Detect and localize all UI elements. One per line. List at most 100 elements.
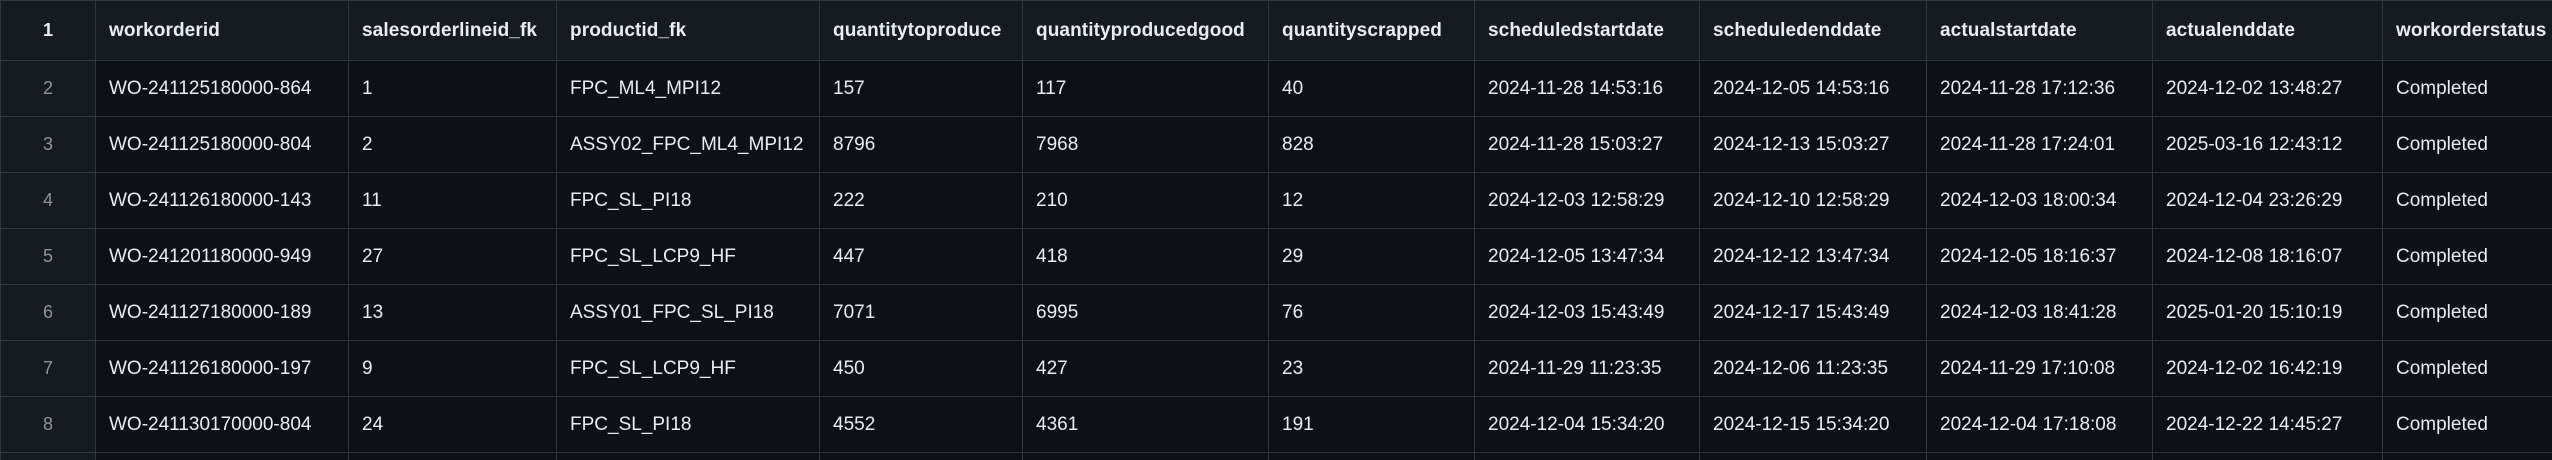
cell-workorderid[interactable] [95,452,349,460]
cell-scheduledenddate[interactable]: 2024-12-15 15:34:20 [1699,396,1927,453]
cell-salesorderlineid-fk[interactable]: 27 [348,228,557,285]
cell-scheduledstartdate[interactable]: 2024-12-03 12:58:29 [1474,172,1700,229]
column-header-actualenddate[interactable]: actualenddate [2152,0,2383,61]
table-row[interactable]: 6 WO-241127180000-189 13 ASSY01_FPC_SL_PI18… [0,284,2552,341]
cell-quantityscrapped[interactable]: 76 [1268,284,1475,341]
column-header-actualstartdate[interactable]: actualstartdate [1926,0,2153,61]
cell-quantityscrapped[interactable]: 191 [1268,396,1475,453]
cell-actualstartdate[interactable]: 2024-12-05 18:16:37 [1926,228,2153,285]
cell-quantitytoproduce[interactable] [819,452,1023,460]
table-row[interactable]: 7 WO-241126180000-197 9 FPC_SL_LCP9_HF 450 42… [0,340,2552,397]
cell-workorderstatus[interactable]: Completed [2382,60,2552,117]
cell-salesorderlineid-fk[interactable]: 1 [348,60,557,117]
cell-quantityproducedgood[interactable]: 117 [1022,60,1269,117]
cell-salesorderlineid-fk[interactable]: 2 [348,116,557,173]
cell-scheduledstartdate[interactable]: 2024-11-29 11:23:35 [1474,340,1700,397]
row-number[interactable]: 7 [0,340,96,397]
cell-productid-fk[interactable]: FPC_ML4_MPI12 [556,60,820,117]
cell-quantityproducedgood[interactable]: 7968 [1022,116,1269,173]
cell-scheduledenddate[interactable]: 2024-12-12 13:47:34 [1699,228,1927,285]
column-header-quantityproducedgood[interactable]: quantityproducedgood [1022,0,1269,61]
column-header-workorderstatus[interactable]: workorderstatus [2382,0,2552,61]
column-header-workorderid[interactable]: workorderid [95,0,349,61]
cell-quantityscrapped[interactable]: 828 [1268,116,1475,173]
corner-row-number[interactable]: 1 [0,0,96,61]
cell-salesorderlineid-fk[interactable]: 9 [348,340,557,397]
cell-productid-fk[interactable]: FPC_SL_LCP9_HF [556,228,820,285]
cell-actualenddate[interactable]: 2025-03-16 12:43:12 [2152,116,2383,173]
cell-scheduledenddate[interactable] [1699,452,1927,460]
row-number[interactable]: 6 [0,284,96,341]
row-number[interactable] [0,452,96,460]
cell-productid-fk[interactable]: FPC_SL_PI18 [556,172,820,229]
cell-workorderstatus[interactable]: Completed [2382,396,2552,453]
cell-quantitytoproduce[interactable]: 4552 [819,396,1023,453]
cell-scheduledenddate[interactable]: 2024-12-17 15:43:49 [1699,284,1927,341]
row-number[interactable]: 2 [0,60,96,117]
table-row[interactable]: 3 WO-241125180000-804 2 ASSY02_FPC_ML4_MPI1… [0,116,2552,173]
cell-scheduledstartdate[interactable]: 2024-12-03 15:43:49 [1474,284,1700,341]
cell-quantityscrapped[interactable]: 12 [1268,172,1475,229]
row-number[interactable]: 5 [0,228,96,285]
cell-quantityscrapped[interactable]: 29 [1268,228,1475,285]
row-number[interactable]: 8 [0,396,96,453]
cell-productid-fk[interactable] [556,452,820,460]
table-row[interactable]: 2 WO-241125180000-864 1 FPC_ML4_MPI12 157 117… [0,60,2552,117]
column-header-quantitytoproduce[interactable]: quantitytoproduce [819,0,1023,61]
cell-quantityproducedgood[interactable]: 427 [1022,340,1269,397]
cell-actualstartdate[interactable]: 2024-11-29 17:10:08 [1926,340,2153,397]
cell-workorderid[interactable]: WO-241126180000-143 [95,172,349,229]
cell-workorderid[interactable]: WO-241125180000-804 [95,116,349,173]
cell-actualstartdate[interactable]: 2024-12-03 18:00:34 [1926,172,2153,229]
cell-scheduledenddate[interactable]: 2024-12-10 12:58:29 [1699,172,1927,229]
cell-quantitytoproduce[interactable]: 450 [819,340,1023,397]
cell-salesorderlineid-fk[interactable]: 24 [348,396,557,453]
cell-quantityproducedgood[interactable]: 6995 [1022,284,1269,341]
cell-salesorderlineid-fk[interactable]: 11 [348,172,557,229]
cell-workorderstatus[interactable] [2382,452,2552,460]
cell-actualstartdate[interactable]: 2024-12-03 18:41:28 [1926,284,2153,341]
column-header-productid-fk[interactable]: productid_fk [556,0,820,61]
cell-quantitytoproduce[interactable]: 222 [819,172,1023,229]
cell-quantitytoproduce[interactable]: 7071 [819,284,1023,341]
cell-workorderid[interactable]: WO-241130170000-804 [95,396,349,453]
cell-quantitytoproduce[interactable]: 157 [819,60,1023,117]
cell-workorderstatus[interactable]: Completed [2382,228,2552,285]
cell-workorderstatus[interactable]: Completed [2382,340,2552,397]
table-row[interactable]: 8 WO-241130170000-804 24 FPC_SL_PI18 4552 436… [0,396,2552,453]
column-header-quantityscrapped[interactable]: quantityscrapped [1268,0,1475,61]
column-header-salesorderlineid-fk[interactable]: salesorderlineid_fk [348,0,557,61]
cell-workorderstatus[interactable]: Completed [2382,284,2552,341]
column-header-scheduledstartdate[interactable]: scheduledstartdate [1474,0,1700,61]
cell-salesorderlineid-fk[interactable]: 13 [348,284,557,341]
cell-scheduledstartdate[interactable]: 2024-11-28 14:53:16 [1474,60,1700,117]
cell-actualenddate[interactable]: 2024-12-08 18:16:07 [2152,228,2383,285]
cell-actualstartdate[interactable]: 2024-11-28 17:24:01 [1926,116,2153,173]
cell-quantityscrapped[interactable]: 40 [1268,60,1475,117]
cell-scheduledstartdate[interactable] [1474,452,1700,460]
cell-scheduledstartdate[interactable]: 2024-11-28 15:03:27 [1474,116,1700,173]
cell-scheduledenddate[interactable]: 2024-12-13 15:03:27 [1699,116,1927,173]
cell-workorderid[interactable]: WO-241125180000-864 [95,60,349,117]
table-row[interactable] [0,452,2552,460]
cell-actualenddate[interactable]: 2024-12-02 13:48:27 [2152,60,2383,117]
column-header-scheduledenddate[interactable]: scheduledenddate [1699,0,1927,61]
table-row[interactable]: 5 WO-241201180000-949 27 FPC_SL_LCP9_HF 447 4… [0,228,2552,285]
cell-productid-fk[interactable]: FPC_SL_PI18 [556,396,820,453]
cell-actualenddate[interactable]: 2024-12-02 16:42:19 [2152,340,2383,397]
cell-workorderstatus[interactable]: Completed [2382,172,2552,229]
cell-actualenddate[interactable] [2152,452,2383,460]
cell-actualenddate[interactable]: 2024-12-22 14:45:27 [2152,396,2383,453]
cell-actualstartdate[interactable]: 2024-12-04 17:18:08 [1926,396,2153,453]
cell-quantityproducedgood[interactable] [1022,452,1269,460]
row-number[interactable]: 4 [0,172,96,229]
cell-workorderid[interactable]: WO-241201180000-949 [95,228,349,285]
cell-scheduledstartdate[interactable]: 2024-12-05 13:47:34 [1474,228,1700,285]
cell-productid-fk[interactable]: FPC_SL_LCP9_HF [556,340,820,397]
cell-quantityproducedgood[interactable]: 418 [1022,228,1269,285]
cell-salesorderlineid-fk[interactable] [348,452,557,460]
cell-actualenddate[interactable]: 2025-01-20 15:10:19 [2152,284,2383,341]
row-number[interactable]: 3 [0,116,96,173]
cell-workorderid[interactable]: WO-241127180000-189 [95,284,349,341]
cell-workorderstatus[interactable]: Completed [2382,116,2552,173]
